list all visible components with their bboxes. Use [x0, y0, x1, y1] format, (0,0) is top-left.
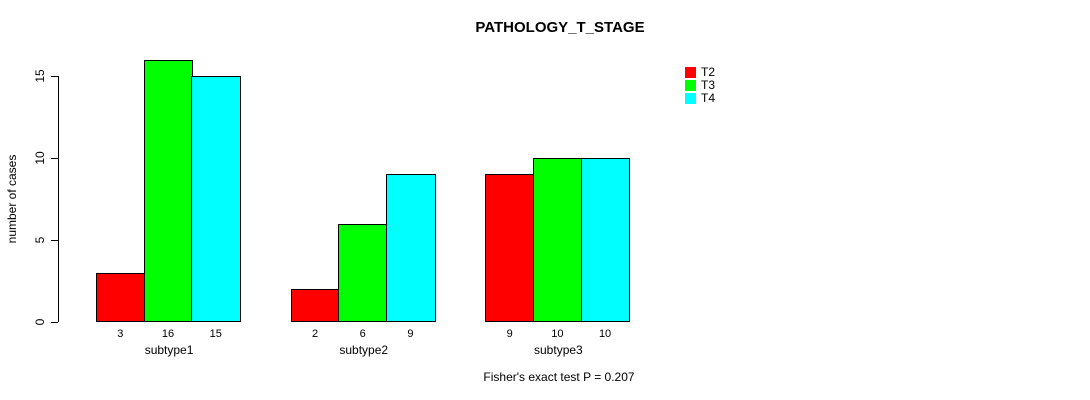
fisher-test-annotation: Fisher's exact test P = 0.207: [483, 370, 635, 384]
legend-swatch-t2: [685, 66, 696, 78]
legend-label: T4: [701, 91, 716, 105]
bar-value-label: 10: [598, 328, 612, 340]
y-axis-line: [58, 76, 59, 322]
bar-value-label: 2: [311, 328, 319, 340]
bar: [338, 223, 389, 322]
category-label: subtype2: [339, 343, 389, 357]
y-tick-label: 5: [33, 236, 47, 244]
bar: [143, 59, 194, 322]
category-label: subtype3: [534, 343, 583, 357]
bar-value-label: 6: [359, 328, 366, 340]
bar: [386, 174, 436, 322]
bar-value-label: 9: [407, 328, 414, 340]
bar: [290, 289, 341, 322]
y-axis-tick: [51, 239, 58, 241]
legend-item: T2: [685, 65, 715, 79]
legend-item: T4: [685, 91, 715, 105]
legend-swatch-t3: [685, 79, 696, 91]
y-tick-label: 15: [33, 69, 47, 83]
legend-item: T3: [685, 78, 715, 92]
bar-value-label: 3: [117, 328, 124, 340]
bar: [96, 272, 146, 322]
bar: [533, 158, 583, 322]
y-axis-tick: [51, 321, 58, 323]
y-tick-label: 0: [33, 318, 47, 326]
bar-value-label: 15: [209, 328, 222, 340]
bar: [485, 174, 535, 322]
legend-swatch-t4: [685, 92, 696, 104]
bar-value-label: 9: [506, 328, 513, 340]
legend-label: T2: [701, 65, 716, 79]
category-label: subtype1: [144, 343, 194, 357]
y-axis-tick: [51, 75, 58, 77]
bar-value-label: 16: [161, 328, 175, 340]
bar: [191, 76, 242, 322]
legend-label: T3: [701, 78, 716, 92]
bar-value-label: 10: [551, 328, 564, 340]
y-tick-label: 10: [33, 151, 47, 165]
chart-title: PATHOLOGY_T_STAGE: [475, 19, 645, 36]
bar: [580, 158, 631, 322]
y-axis-tick: [51, 157, 58, 159]
